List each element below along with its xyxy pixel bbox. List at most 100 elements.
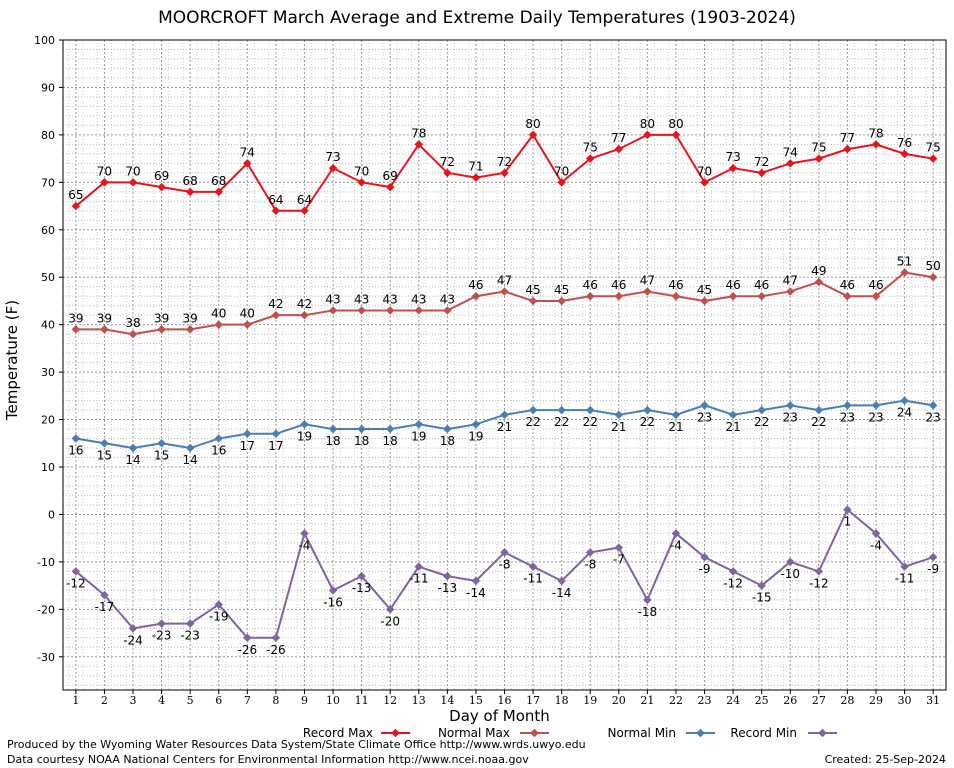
- footer-produced-by: Produced by the Wyoming Water Resources …: [7, 738, 586, 751]
- record-max-point: [786, 159, 795, 168]
- normal-max-data-label: 46: [611, 278, 626, 292]
- normal-max-data-label: 38: [125, 316, 140, 330]
- record-min-point: [928, 552, 938, 562]
- normal-min-point: [757, 405, 766, 415]
- x-tick-label: 26: [783, 694, 797, 707]
- record-max-point: [271, 206, 281, 216]
- normal-max-point: [214, 320, 223, 329]
- y-tick-label: 100: [34, 34, 55, 47]
- chart-title: MOORCROFT March Average and Extreme Dail…: [158, 8, 796, 28]
- x-tick-label: 3: [130, 694, 137, 707]
- normal-max-data-label: 50: [926, 259, 941, 273]
- normal-min-data-label: 14: [183, 453, 198, 467]
- normal-min-point: [414, 420, 424, 429]
- record-max-point: [900, 149, 909, 159]
- record-min-point: [814, 567, 824, 576]
- normal-max-point: [871, 291, 881, 301]
- footer-data-courtesy: Data courtesy NOAA National Centers for …: [7, 753, 529, 766]
- record-max-data-label: 68: [211, 174, 226, 188]
- x-tick-label: 23: [698, 694, 712, 707]
- x-tick-label: 14: [440, 694, 454, 707]
- record-max-data-label: 65: [68, 188, 83, 202]
- y-axis-title: Temperature (F): [3, 300, 21, 421]
- normal-min-point: [100, 439, 109, 448]
- normal-max-data-label: 39: [97, 311, 112, 325]
- record-min-data-label: -12: [723, 576, 743, 590]
- record-max-data-label: 72: [754, 155, 769, 169]
- normal-min-data-label: 22: [640, 415, 655, 429]
- record-max-point: [71, 201, 81, 211]
- record-min-point: [585, 548, 595, 557]
- x-tick-label: 13: [412, 694, 426, 707]
- normal-min-data-label: 23: [840, 410, 855, 424]
- normal-min-point: [557, 405, 566, 415]
- normal-max-data-label: 39: [183, 311, 198, 325]
- normal-min-data-label: 15: [97, 448, 112, 462]
- record-max-data-label: 80: [668, 117, 683, 131]
- record-max-data-label: 70: [125, 164, 140, 178]
- normal-max-data-label: 43: [325, 292, 340, 306]
- record-max-point: [385, 182, 395, 192]
- normal-max-data-label: 39: [68, 311, 83, 325]
- normal-min-data-label: 21: [611, 420, 626, 434]
- x-tick-label: 28: [840, 694, 854, 707]
- record-max-data-label: 70: [554, 164, 569, 178]
- x-tick-label: 16: [498, 694, 512, 707]
- x-tick-label: 17: [526, 694, 540, 707]
- record-max-point: [671, 130, 681, 140]
- record-max-data-label: 73: [725, 150, 740, 164]
- record-max-point: [157, 182, 166, 192]
- record-min-data-label: -23: [180, 629, 200, 643]
- x-tick-label: 22: [669, 694, 683, 707]
- record-min-point: [614, 543, 624, 552]
- normal-min-data-label: 16: [211, 444, 226, 458]
- y-tick-label: 80: [41, 129, 55, 142]
- normal-max-point: [414, 306, 424, 315]
- record-min-data-label: -9: [927, 562, 939, 576]
- normal-min-point: [843, 401, 852, 410]
- record-max-point: [214, 187, 223, 197]
- record-max-point: [300, 206, 309, 216]
- record-min-point: [271, 633, 281, 643]
- normal-min-point: [928, 401, 938, 410]
- record-min-data-label: -12: [809, 576, 829, 590]
- record-max-data-label: 70: [97, 164, 112, 178]
- normal-min-point: [128, 443, 138, 453]
- normal-min-data-label: 22: [525, 415, 540, 429]
- y-tick-label: 70: [41, 176, 55, 189]
- normal-max-data-label: 46: [725, 278, 740, 292]
- normal-min-point: [443, 424, 452, 434]
- record-max-point: [243, 159, 252, 168]
- record-min-point: [300, 529, 309, 538]
- normal-max-point: [271, 310, 281, 320]
- normal-max-data-label: 46: [468, 278, 483, 292]
- record-min-point: [385, 605, 395, 614]
- x-tick-label: 11: [355, 694, 369, 707]
- record-max-data-label: 75: [583, 141, 598, 155]
- record-max-data-label: 70: [354, 164, 369, 178]
- y-tick-label: 40: [41, 319, 55, 332]
- record-max-point: [843, 144, 852, 154]
- legend-label-normal-max: Normal Max: [438, 726, 510, 740]
- record-min-data-label: -16: [323, 595, 343, 609]
- normal-min-data-label: 19: [411, 429, 426, 443]
- normal-max-data-label: 45: [697, 283, 712, 297]
- record-min-data-label: -11: [523, 572, 543, 586]
- record-max-point: [700, 178, 709, 187]
- record-max-point: [871, 140, 881, 149]
- record-min-point: [443, 571, 452, 581]
- normal-max-point: [614, 291, 624, 301]
- normal-min-point: [728, 410, 738, 420]
- record-min-data-label: 1: [844, 515, 852, 529]
- record-max-data-label: 64: [297, 193, 312, 207]
- normal-min-point: [614, 410, 624, 420]
- normal-max-data-label: 45: [525, 283, 540, 297]
- normal-max-data-label: 49: [811, 264, 826, 278]
- record-max-point: [757, 168, 766, 178]
- normal-min-data-label: 21: [725, 420, 740, 434]
- record-min-point: [357, 571, 366, 581]
- normal-max-point: [900, 268, 909, 277]
- normal-min-data-label: 23: [783, 410, 798, 424]
- record-min-data-label: -10: [780, 567, 800, 581]
